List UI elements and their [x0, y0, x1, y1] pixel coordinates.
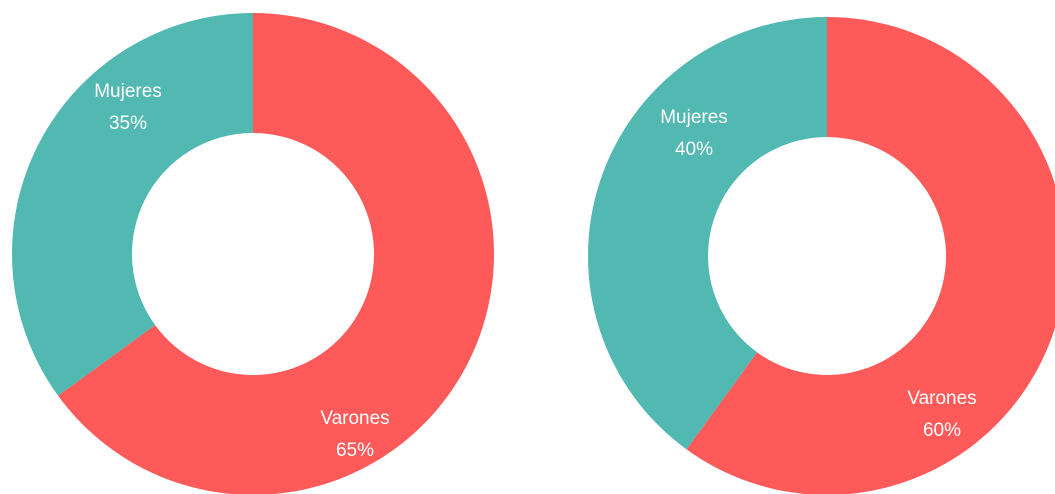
segment-label: Mujeres [660, 107, 728, 128]
segment-label: Mujeres [94, 81, 162, 102]
donut-segment [686, 17, 1055, 494]
segment-label: Varones [907, 388, 976, 409]
segment-value-label: 60% [923, 420, 961, 441]
donut-segment [58, 13, 494, 494]
donut-segment [12, 13, 253, 396]
segment-value-label: 65% [336, 440, 374, 461]
segment-value-label: 40% [675, 139, 713, 160]
segment-label: Varones [320, 408, 389, 429]
donut-segment [588, 17, 827, 450]
segment-value-label: 35% [109, 113, 147, 134]
